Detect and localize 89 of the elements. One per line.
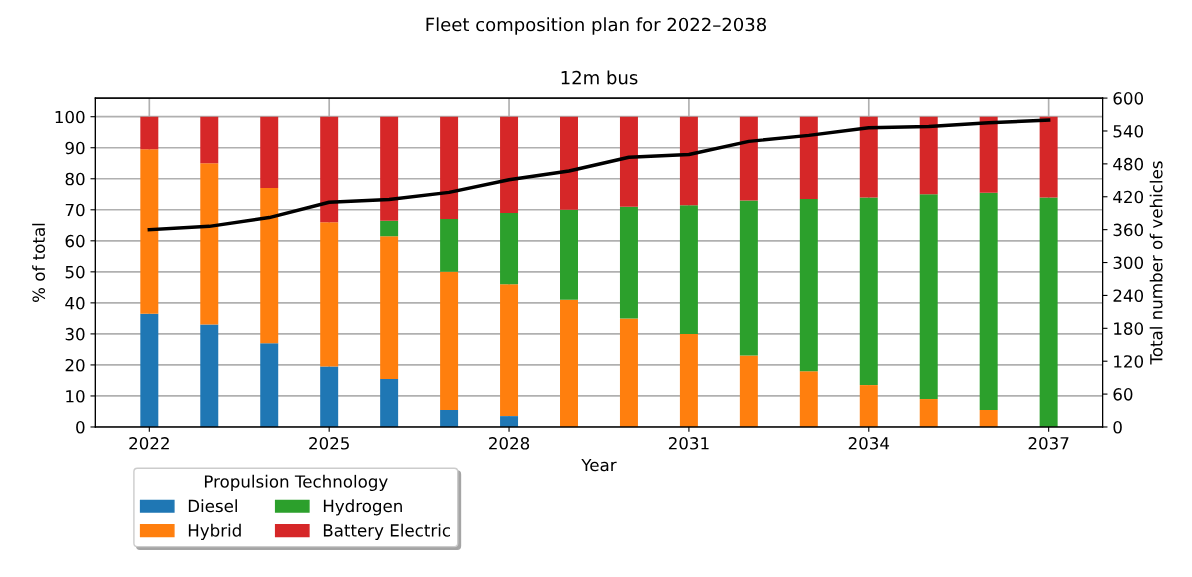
bar — [200, 163, 219, 325]
bar — [380, 236, 399, 379]
bar — [260, 343, 279, 427]
bar — [560, 209, 578, 300]
bar — [500, 284, 519, 417]
x-tick-label: 2031 — [668, 437, 709, 450]
bar — [140, 116, 159, 150]
bar — [200, 116, 219, 164]
y-tick-label: 100 — [55, 110, 85, 124]
line-series — [147, 118, 1051, 232]
bar — [919, 399, 938, 427]
bar — [320, 222, 339, 367]
x-tick-label: 2034 — [848, 437, 890, 450]
y2-tick-label: 0 — [1113, 420, 1122, 434]
x-tick-label: 2022 — [129, 437, 169, 450]
legend-label: Hydrogen — [323, 499, 402, 516]
bar — [440, 116, 459, 220]
y2-tick-label: 360 — [1113, 223, 1144, 237]
y2-axis-title: Total number of vehicles — [1149, 161, 1163, 365]
bar — [320, 366, 339, 427]
bar — [440, 271, 459, 410]
bar — [320, 116, 339, 223]
bar — [679, 116, 698, 206]
x-tick-label: 2025 — [309, 437, 349, 450]
x-tick-label: 2037 — [1028, 437, 1069, 450]
bar — [440, 219, 459, 272]
bar — [1039, 197, 1058, 427]
y-tick-label: 70 — [65, 203, 85, 217]
bar — [1039, 116, 1058, 198]
bar — [859, 197, 878, 386]
bar — [799, 116, 818, 199]
bar — [739, 355, 758, 427]
bar — [799, 371, 818, 427]
y-tick-label: 30 — [65, 327, 85, 341]
bar — [859, 116, 878, 198]
y-tick-label: 90 — [65, 141, 85, 155]
chart-subtitle: 12m bus — [561, 70, 638, 85]
bar — [560, 116, 578, 210]
bar — [380, 116, 399, 221]
legend-label: Battery Electric — [323, 523, 450, 540]
bar — [500, 116, 519, 213]
x-axis-title: Year — [581, 458, 617, 472]
legend-label: Hybrid — [188, 523, 241, 540]
legend-label: Diesel — [188, 499, 237, 513]
y2-tick-label: 240 — [1113, 289, 1144, 302]
y2-tick-label: 540 — [1113, 124, 1144, 138]
bar — [380, 220, 399, 237]
y-axis-title: % of total — [32, 223, 46, 302]
bar — [500, 416, 519, 427]
bar — [140, 313, 159, 427]
bar — [140, 149, 159, 314]
bar — [799, 198, 818, 372]
bar — [560, 299, 578, 427]
y2-tick-label: 120 — [1114, 355, 1144, 368]
bar — [619, 206, 638, 319]
y-tick-label: 50 — [65, 265, 85, 279]
bar — [200, 324, 219, 427]
bar — [919, 194, 938, 400]
bar — [260, 188, 279, 344]
bar — [919, 116, 938, 195]
y-tick-label: 40 — [65, 296, 85, 310]
y-tick-label: 10 — [66, 389, 85, 403]
y2-tick-label: 480 — [1113, 157, 1144, 171]
y2-tick-label: 180 — [1114, 322, 1144, 335]
bar — [679, 205, 698, 334]
legend-title: Propulsion Technology — [204, 474, 388, 491]
bar — [739, 200, 758, 356]
bar — [679, 333, 698, 427]
y-tick-label: 80 — [65, 172, 85, 186]
bar — [979, 409, 998, 427]
y2-tick-label: 420 — [1113, 190, 1144, 204]
bar — [979, 116, 998, 193]
y2-tick-label: 60 — [1113, 388, 1133, 401]
bar — [619, 318, 638, 427]
bar — [739, 116, 758, 201]
bar — [260, 116, 279, 189]
bar — [500, 212, 519, 285]
bar — [859, 385, 878, 427]
bar — [380, 378, 399, 427]
bar — [619, 116, 638, 207]
chart-title: Fleet composition plan for 2022–2038 — [426, 17, 766, 35]
y2-tick-label: 600 — [1113, 92, 1144, 105]
y2-tick-label: 300 — [1113, 256, 1144, 270]
y-tick-label: 60 — [65, 234, 85, 248]
x-tick-label: 2028 — [489, 437, 530, 450]
y-tick-label: 0 — [76, 420, 85, 434]
bar — [979, 192, 998, 410]
bar — [440, 409, 459, 427]
y-tick-label: 20 — [65, 358, 85, 372]
